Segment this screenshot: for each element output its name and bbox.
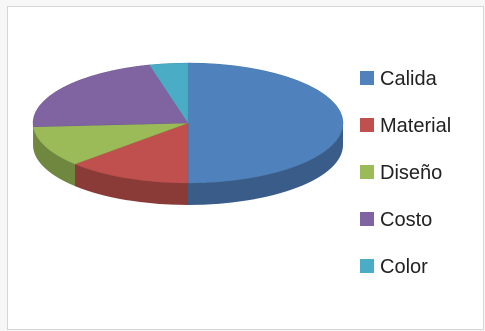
pie-chart	[32, 62, 344, 206]
legend-label: Material	[380, 115, 452, 137]
legend-item: Color	[360, 255, 480, 302]
pie-slice-side	[188, 123, 343, 205]
pie-slice-side	[33, 126, 76, 187]
legend-item: Diseño	[360, 161, 480, 208]
pie-slice-color	[149, 62, 189, 124]
pie-top	[32, 62, 344, 184]
legend-item: Costo	[360, 208, 480, 255]
legend-label: Diseño	[380, 162, 443, 184]
legend-label: Calida	[380, 68, 437, 90]
legend-item: Material	[360, 114, 480, 161]
legend-swatch	[360, 118, 374, 132]
pie-slice-costo	[32, 64, 189, 128]
legend-swatch	[360, 212, 374, 226]
legend-swatch	[360, 71, 374, 85]
chart-legend: Calida Material Diseño Costo Color	[360, 67, 480, 302]
legend-swatch	[360, 165, 374, 179]
pie-side-walls	[33, 123, 343, 206]
legend-swatch	[360, 259, 374, 273]
legend-item: Calida	[360, 67, 480, 114]
pie-slice-calida	[187, 62, 344, 184]
chart-frame: Calida Material Diseño Costo Color	[7, 6, 484, 330]
legend-label: Color	[380, 256, 428, 278]
legend-label: Costo	[380, 209, 433, 231]
pie-slice-diseño	[33, 122, 189, 165]
pie-slice-material	[74, 122, 189, 184]
pie-slice-side	[75, 164, 188, 206]
